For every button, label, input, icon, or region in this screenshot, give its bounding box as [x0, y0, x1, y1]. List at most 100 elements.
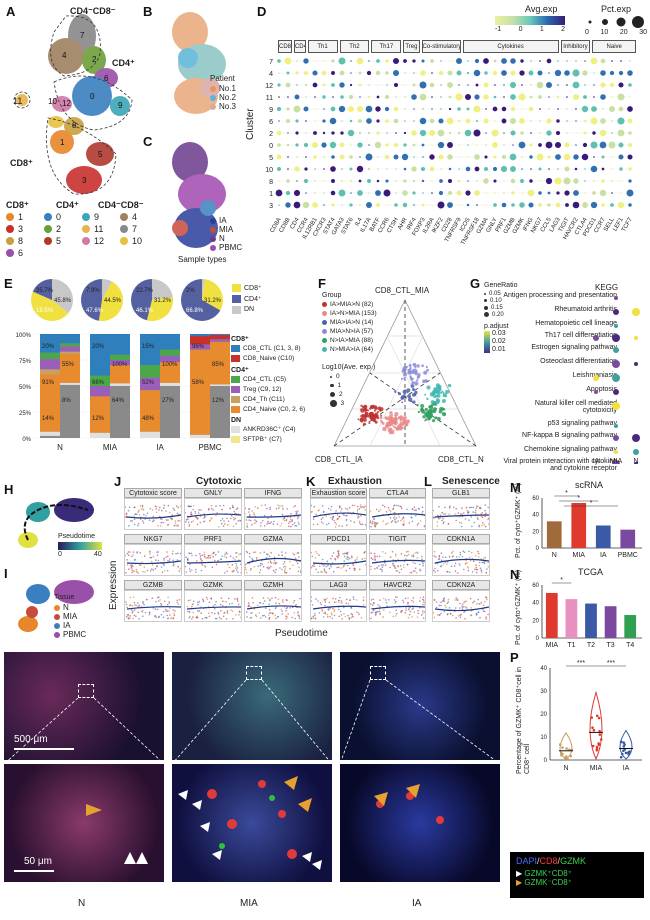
facet-point: [143, 604, 145, 606]
facet-point: [125, 515, 128, 518]
facet-point: [406, 564, 409, 566]
facet-point: [133, 570, 135, 572]
p-point: [595, 748, 599, 752]
d-dot: [448, 167, 452, 171]
facet-point: [359, 522, 361, 524]
d-dot: [447, 190, 453, 196]
d-dot: [322, 83, 326, 87]
i-legend-item: N: [54, 603, 86, 612]
facet-point: [356, 511, 359, 513]
facet-point: [198, 600, 200, 603]
facet-point: [351, 504, 354, 507]
facet-point: [238, 614, 240, 616]
facet-point: [236, 507, 239, 509]
facet-point: [395, 517, 398, 519]
o-scale-top: 500 μm: [14, 734, 48, 745]
facet-point: [158, 509, 160, 511]
g-size-dot: [484, 299, 487, 302]
facet-point: [327, 507, 330, 510]
facet-point: [459, 516, 461, 518]
facet-point: [158, 596, 160, 598]
facet-point: [405, 607, 407, 609]
facet-point: [320, 518, 323, 521]
facet-point: [470, 516, 473, 518]
d-dot: [413, 204, 415, 206]
facet-point: [237, 600, 239, 602]
g-dot: [612, 402, 620, 410]
d-dot: [359, 156, 361, 158]
facet-point: [381, 566, 384, 568]
facet-point: [197, 512, 200, 514]
facet-point: [140, 508, 143, 510]
f-point: [412, 368, 418, 373]
facet-point: [205, 596, 208, 599]
facet-point: [195, 515, 198, 518]
facet-point: [226, 610, 229, 612]
d-gene-label: IL4: [354, 216, 364, 227]
facet-point: [406, 554, 408, 557]
facet-point: [285, 618, 287, 620]
facet-point: [192, 616, 194, 618]
facet-point: [142, 522, 145, 524]
facet-point: [474, 514, 477, 517]
facet-point: [283, 605, 286, 608]
d-dot: [295, 131, 299, 135]
e-stack-label: 100%: [112, 362, 128, 368]
facet-point: [268, 555, 271, 558]
facet-point: [373, 518, 376, 520]
facet-point: [208, 508, 210, 510]
d-cluster-label: 3: [269, 203, 273, 210]
facet-point: [358, 508, 361, 510]
facet-point: [139, 564, 142, 567]
facet-point: [472, 560, 475, 562]
facet-point: [483, 562, 486, 564]
f-point: [387, 428, 392, 433]
d-dot: [539, 132, 541, 134]
facet-point: [196, 617, 199, 619]
facet-point: [260, 617, 262, 619]
facet-point: [406, 563, 409, 566]
facet-point: [320, 521, 323, 523]
facet-point: [140, 517, 142, 519]
facet-point: [234, 512, 236, 515]
f-point: [416, 403, 419, 406]
facet-point: [281, 568, 283, 571]
e-pie-legend-item: DN: [232, 304, 262, 315]
g-dot: [612, 374, 620, 382]
d-dot: [618, 70, 624, 76]
facet-point: [165, 510, 167, 512]
facet-point: [201, 564, 203, 566]
facet-point: [480, 569, 483, 571]
facet-point: [149, 570, 152, 572]
d-dot: [448, 95, 452, 99]
facet-point: [480, 571, 483, 574]
facet-point: [199, 515, 202, 518]
facet-point: [129, 615, 132, 617]
facet-point: [342, 512, 344, 515]
d-dot: [555, 154, 561, 160]
d-legend-pct-title: Pct.exp: [601, 4, 632, 14]
d-dot: [438, 190, 444, 196]
facet-point: [189, 599, 192, 601]
facet-point: [383, 560, 386, 562]
d-dot: [368, 60, 370, 62]
facet-point: [211, 612, 213, 614]
facet-point: [420, 614, 423, 616]
facet-point: [240, 563, 241, 565]
d-dot: [510, 106, 516, 112]
d-gene-label: AHR: [397, 216, 409, 231]
d-dot: [600, 94, 606, 100]
facet-point: [437, 514, 439, 517]
facet-point: [212, 605, 215, 607]
facet-point: [231, 570, 234, 573]
d-dot: [484, 155, 488, 159]
d-dot: [340, 179, 344, 183]
facet-point: [151, 520, 154, 523]
d-dot: [293, 201, 301, 209]
d-dot: [393, 106, 399, 112]
facet-point: [225, 601, 227, 603]
facet-point: [218, 526, 220, 528]
facet-point: [284, 565, 287, 568]
facet-point: [155, 506, 158, 508]
d-dot: [448, 131, 452, 135]
